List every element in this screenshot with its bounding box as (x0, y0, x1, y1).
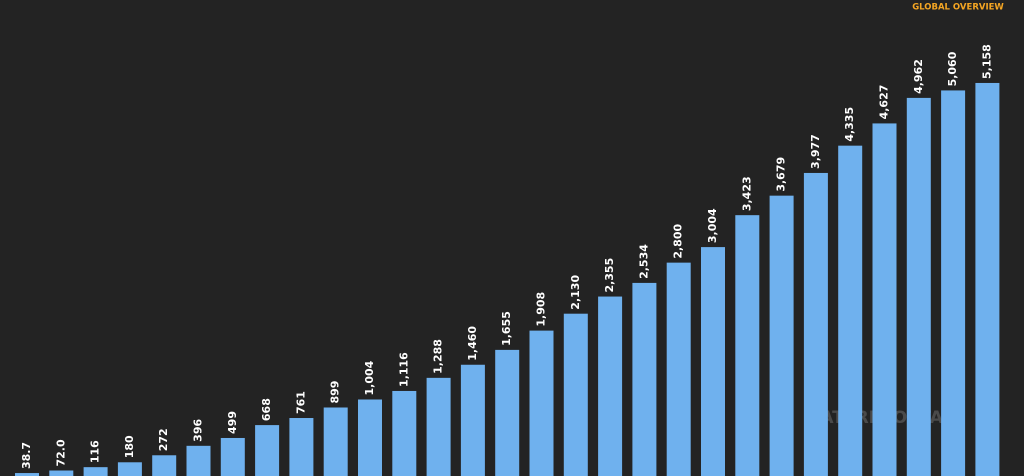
bar (49, 470, 74, 476)
bar (598, 296, 623, 476)
value-label: 2,130 (569, 275, 582, 310)
value-label: 1,116 (397, 352, 410, 387)
value-label: 3,423 (740, 176, 753, 211)
bar (803, 172, 828, 476)
value-label: 1,288 (432, 339, 445, 374)
bar (666, 262, 691, 476)
bar (838, 145, 863, 476)
bar (460, 364, 485, 476)
value-label: 3,977 (809, 134, 822, 169)
bar (529, 330, 554, 476)
value-label: 1,655 (500, 311, 513, 346)
bar (906, 97, 931, 476)
bar (975, 82, 1000, 476)
value-label: 5,158 (980, 44, 993, 79)
value-label: 499 (226, 411, 239, 434)
bar (495, 349, 520, 476)
bar (426, 377, 451, 476)
value-label: 116 (89, 440, 102, 463)
value-label: 5,060 (946, 51, 959, 86)
bar (735, 215, 760, 476)
bar (392, 390, 417, 476)
value-label: 38.7 (20, 442, 33, 469)
bar (358, 399, 382, 476)
value-label: 3,679 (775, 157, 788, 192)
value-label: 2,534 (637, 244, 650, 279)
bar (83, 467, 108, 476)
bar (872, 123, 897, 476)
bar (186, 445, 211, 476)
value-label: 272 (157, 428, 170, 451)
value-label: 2,355 (603, 258, 616, 293)
bar (323, 407, 348, 476)
bar (289, 418, 314, 476)
bar (632, 282, 657, 476)
bar (941, 90, 966, 476)
value-label: 1,460 (466, 326, 479, 361)
value-label: 180 (123, 435, 136, 458)
bar (220, 437, 245, 476)
value-label: 396 (192, 419, 205, 442)
value-label: 668 (260, 398, 273, 421)
bar (117, 462, 142, 476)
header-title: GLOBAL OVERVIEW (912, 3, 1004, 13)
bar (769, 195, 794, 476)
value-label: 2,800 (672, 223, 685, 258)
value-label: 72.0 (54, 439, 67, 466)
value-label: 4,335 (843, 107, 856, 142)
value-label: 1,908 (535, 292, 548, 327)
bar (15, 473, 39, 476)
value-label: 4,627 (878, 85, 891, 120)
value-label: 761 (294, 391, 307, 414)
bar (563, 313, 588, 476)
bar (152, 455, 177, 476)
value-label: 3,004 (706, 208, 719, 243)
bar (701, 247, 725, 476)
bar (255, 425, 280, 476)
value-label: 1,004 (363, 360, 376, 395)
value-label: 4,962 (912, 59, 925, 94)
value-label: 899 (329, 381, 342, 404)
